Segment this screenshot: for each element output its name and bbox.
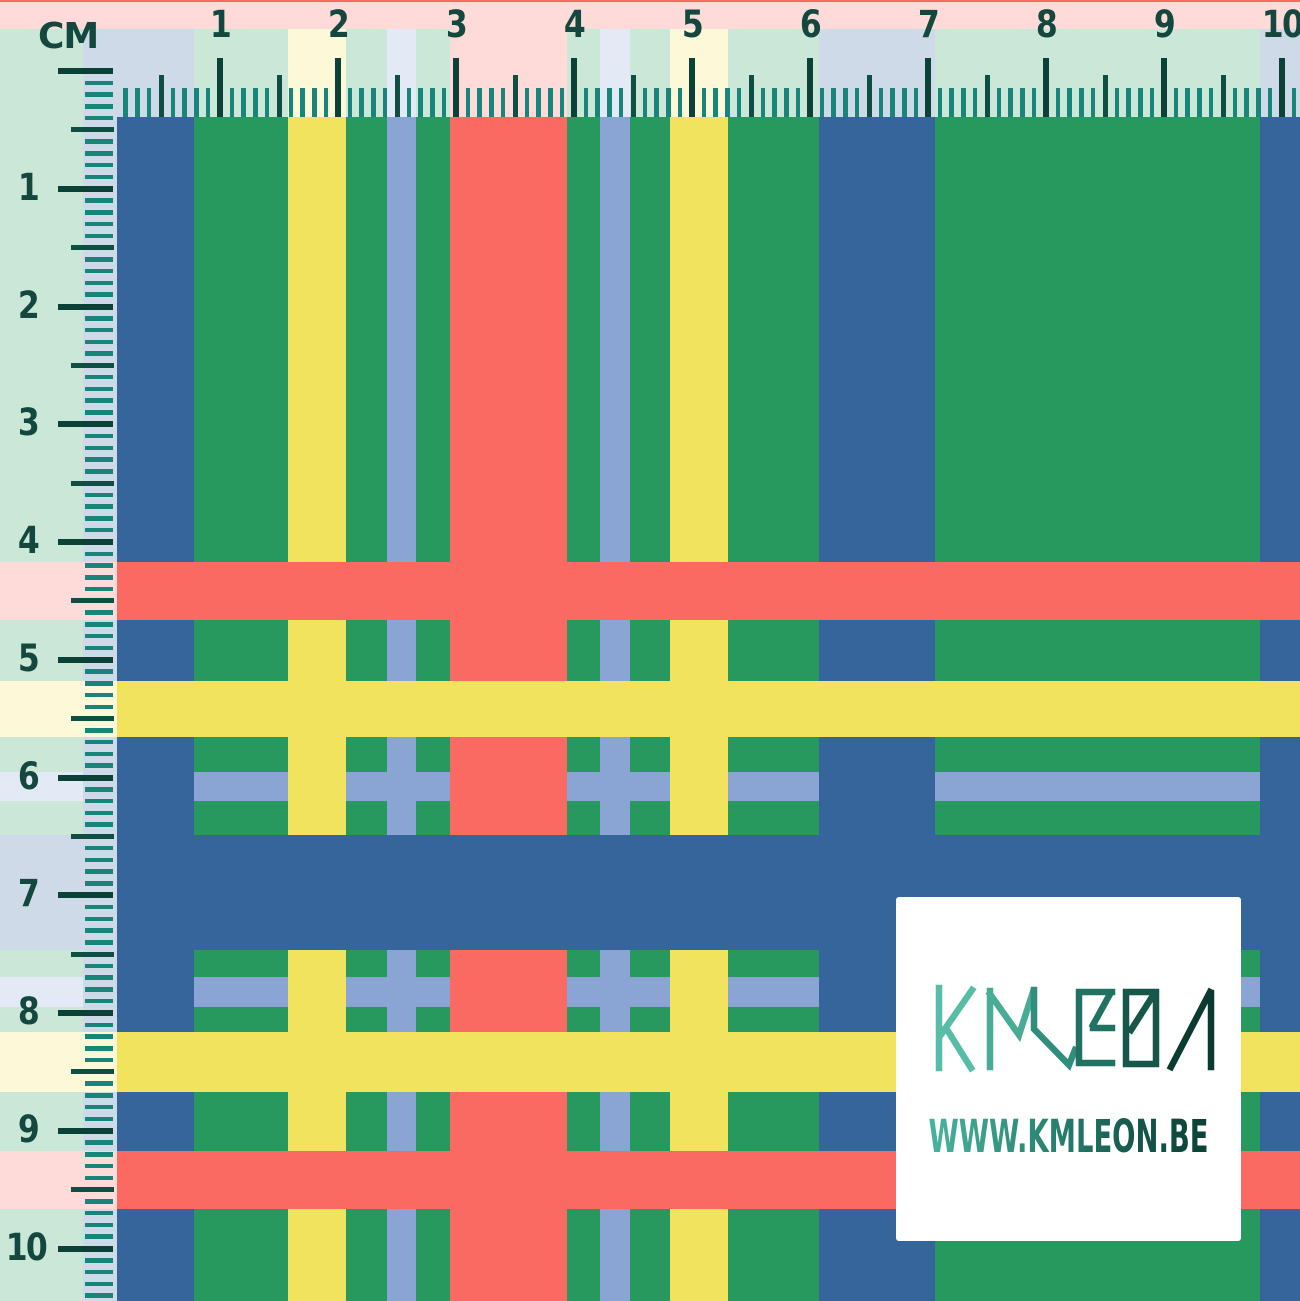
plaid-column-periwinkle [600,0,630,1301]
letter-n [1166,987,1215,1072]
brand-name: KMLEON [896,897,897,898]
website-url-text: WWW.KMLEON.BE [929,1110,1209,1163]
letter-o [1122,988,1160,1068]
letter-l [1030,986,1080,1071]
letter-m [985,987,1038,1071]
ruler-margin-top [0,2,1300,117]
plaid-column-red [450,0,567,1301]
letter-k [935,984,977,1073]
kmleon-wordmark-logo: KMLEON [935,984,1215,1073]
logo-url: WWW.KMLEON.BE [929,1110,1209,1163]
plaid-hstripe-periwinkle [0,772,1300,801]
plaid-column-periwinkle [387,0,416,1301]
plaid-hband-red [0,562,1300,620]
letter-e [1075,988,1116,1067]
plaid-column-blue [1260,0,1300,1301]
plaid-hband-yellow [0,681,1300,737]
ruler-unit-label: CM [38,16,99,57]
plaid-column-yellow [288,0,346,1301]
plaid-column-yellow [670,0,728,1301]
ruler-margin-left [0,117,117,1301]
